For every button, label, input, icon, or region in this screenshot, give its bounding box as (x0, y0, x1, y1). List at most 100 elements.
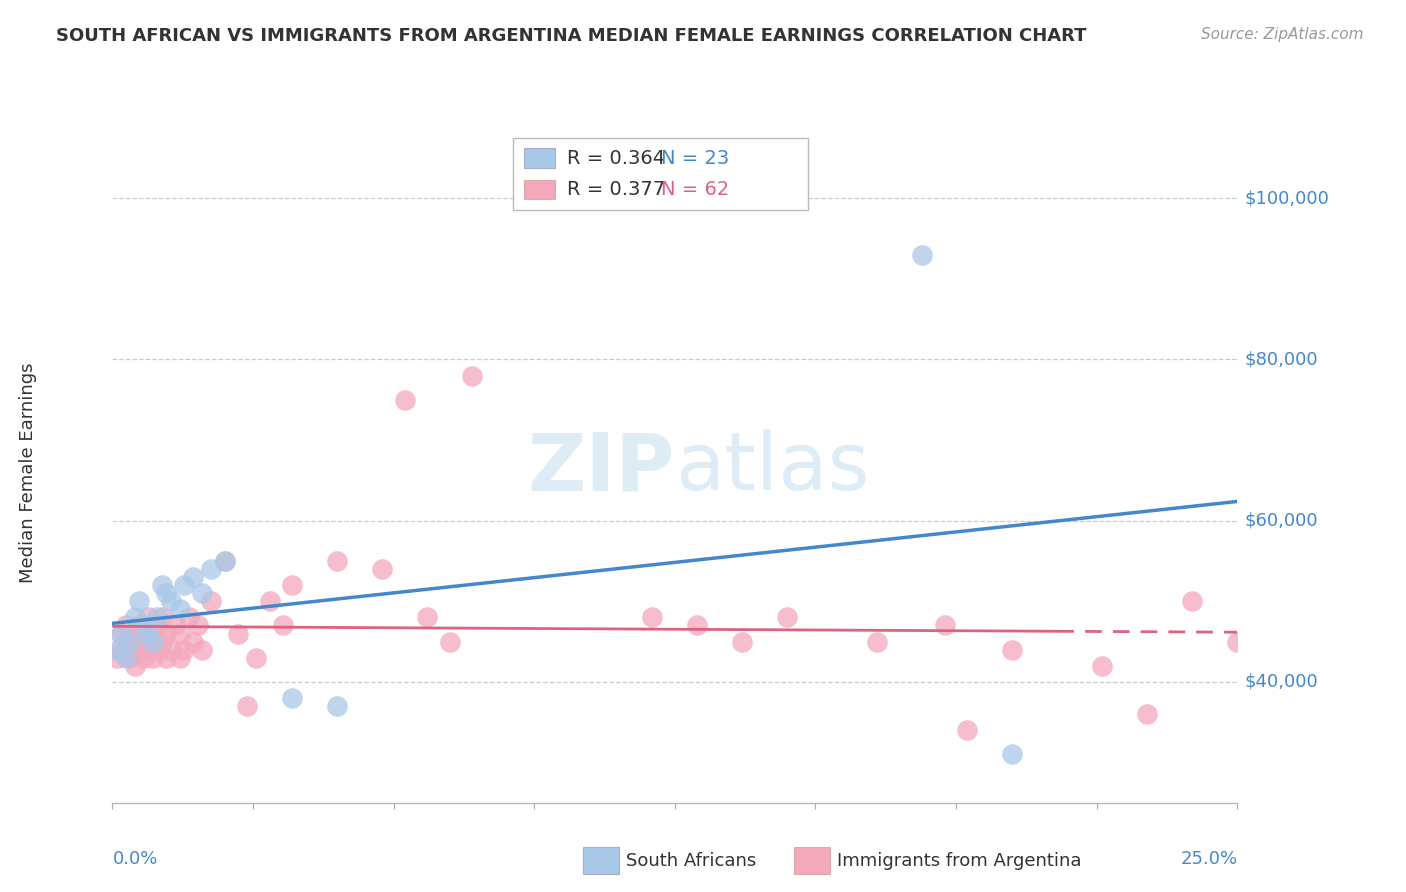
Point (416, 610, 439, 624)
Point (150, 578, 173, 592)
Point (132, 626, 155, 640)
Point (1361, 634, 1384, 648)
Point (150, 610, 173, 624)
Point (214, 554, 236, 568)
Point (326, 699, 349, 714)
Point (124, 658, 146, 673)
Point (155, 650, 177, 665)
Point (150, 634, 173, 648)
Point (281, 578, 304, 592)
Point (115, 618, 138, 632)
Point (132, 618, 155, 632)
Point (214, 554, 236, 568)
Point (200, 562, 222, 576)
Text: N = 23: N = 23 (661, 149, 730, 168)
Point (110, 642, 132, 657)
Point (866, 634, 889, 648)
Point (105, 642, 128, 657)
Point (177, 610, 200, 624)
Point (115, 634, 138, 648)
Point (326, 554, 349, 568)
Point (641, 610, 664, 624)
Text: SOUTH AFRICAN VS IMMIGRANTS FROM ARGENTINA MEDIAN FEMALE EARNINGS CORRELATION CH: SOUTH AFRICAN VS IMMIGRANTS FROM ARGENTI… (56, 27, 1087, 45)
Point (245, 650, 267, 665)
Point (273, 618, 295, 632)
Point (110, 626, 132, 640)
Point (169, 650, 191, 665)
Point (236, 699, 259, 714)
Point (956, 723, 979, 738)
Point (124, 610, 146, 624)
Point (731, 634, 754, 648)
Point (934, 618, 956, 632)
Point (187, 618, 209, 632)
Point (146, 610, 169, 624)
Point (173, 578, 195, 592)
Point (461, 368, 484, 383)
Text: Median Female Earnings: Median Female Earnings (20, 362, 37, 583)
Point (132, 650, 155, 665)
Text: $100,000: $100,000 (1244, 189, 1329, 207)
Point (165, 618, 187, 632)
Text: Source: ZipAtlas.com: Source: ZipAtlas.com (1201, 27, 1364, 42)
Text: $80,000: $80,000 (1244, 351, 1317, 368)
Point (169, 602, 191, 616)
Point (124, 642, 146, 657)
Text: N = 62: N = 62 (661, 180, 730, 199)
Point (1226, 634, 1249, 648)
Point (281, 691, 304, 706)
Point (142, 626, 165, 640)
Text: Immigrants from Argentina: Immigrants from Argentina (837, 852, 1081, 870)
Point (120, 650, 142, 665)
Point (259, 594, 281, 608)
Text: R = 0.364: R = 0.364 (567, 149, 665, 168)
Point (142, 634, 165, 648)
Point (128, 634, 150, 648)
Point (160, 642, 183, 657)
Point (686, 618, 709, 632)
Point (160, 594, 183, 608)
Point (115, 650, 138, 665)
Text: $60,000: $60,000 (1244, 512, 1317, 530)
Point (146, 618, 169, 632)
Point (228, 626, 250, 640)
Text: R = 0.377: R = 0.377 (567, 180, 665, 199)
Text: ZIP: ZIP (527, 429, 675, 508)
Point (128, 618, 150, 632)
Point (1001, 747, 1024, 762)
Text: $40,000: $40,000 (1244, 673, 1317, 691)
Point (776, 610, 799, 624)
Point (146, 642, 169, 657)
Point (191, 586, 214, 600)
Point (200, 594, 222, 608)
Text: atlas: atlas (675, 429, 869, 508)
Point (183, 634, 205, 648)
Point (120, 626, 142, 640)
Point (142, 650, 165, 665)
Point (110, 626, 132, 640)
Point (1091, 658, 1114, 673)
Point (173, 642, 195, 657)
Point (371, 562, 394, 576)
Text: 25.0%: 25.0% (1180, 849, 1237, 868)
Point (105, 650, 128, 665)
Point (155, 626, 177, 640)
Point (439, 634, 461, 648)
Point (1136, 707, 1159, 722)
Point (911, 248, 934, 262)
Point (183, 570, 205, 584)
Point (138, 626, 160, 640)
Point (138, 610, 160, 624)
Text: 0.0%: 0.0% (112, 849, 157, 868)
Point (191, 642, 214, 657)
Point (394, 392, 416, 407)
Point (169, 626, 191, 640)
Point (1181, 594, 1204, 608)
Point (1271, 610, 1294, 624)
Point (128, 594, 150, 608)
Point (155, 586, 177, 600)
Text: South Africans: South Africans (626, 852, 756, 870)
Point (120, 634, 142, 648)
Point (138, 642, 160, 657)
Point (1001, 642, 1024, 657)
